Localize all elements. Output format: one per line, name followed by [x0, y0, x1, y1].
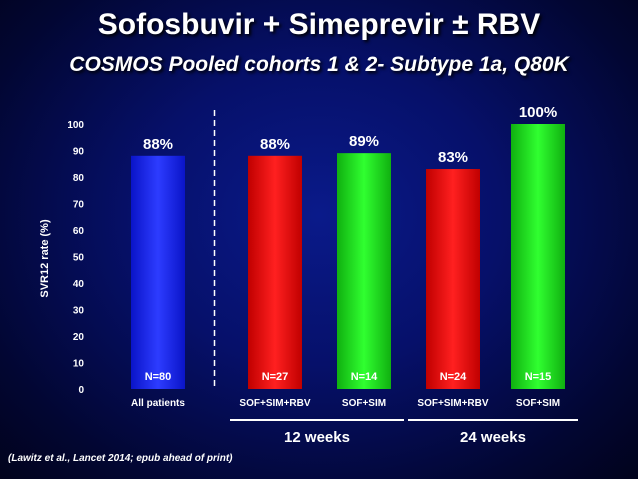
value-label: 88% — [143, 136, 173, 153]
y-tick-label: 60 — [73, 226, 85, 237]
x-tick-label: SOF+SIM+RBV — [239, 398, 310, 409]
bar — [337, 153, 391, 389]
y-tick-label: 40 — [73, 279, 85, 290]
value-label: 89% — [349, 133, 379, 150]
n-label: N=80 — [145, 371, 172, 383]
chart-title: Sofosbuvir + Simeprevir ± RBV — [97, 8, 541, 41]
bar — [131, 155, 185, 389]
y-tick-label: 0 — [78, 385, 84, 396]
y-tick-label: 70 — [73, 200, 85, 211]
group-label: 12 weeks — [284, 429, 350, 446]
value-label: 100% — [519, 104, 557, 121]
n-label: N=14 — [351, 371, 378, 383]
y-tick-label: 100 — [67, 120, 84, 131]
x-tick-label: SOF+SIM — [342, 398, 386, 409]
y-tick-label: 30 — [73, 306, 85, 317]
n-label: N=27 — [262, 371, 289, 383]
y-tick-label: 50 — [73, 253, 85, 264]
y-tick-label: 80 — [73, 173, 85, 184]
value-label: 88% — [260, 136, 290, 153]
x-tick-label: SOF+SIM+RBV — [417, 398, 488, 409]
value-label: 83% — [438, 149, 468, 166]
chart-subtitle: COSMOS Pooled cohorts 1 & 2- Subtype 1a,… — [69, 53, 569, 76]
group-label: 24 weeks — [460, 429, 526, 446]
bar — [248, 155, 302, 389]
bar — [511, 124, 565, 389]
y-tick-label: 90 — [73, 147, 85, 158]
bar — [426, 169, 480, 389]
n-label: N=15 — [525, 371, 552, 383]
x-tick-label: All patients — [131, 398, 185, 409]
n-label: N=24 — [440, 371, 467, 383]
y-tick-label: 10 — [73, 359, 85, 370]
y-axis-label: SVR12 rate (%) — [39, 219, 51, 298]
y-tick-label: 20 — [73, 332, 85, 343]
x-tick-label: SOF+SIM — [516, 398, 560, 409]
citation: (Lawitz et al., Lancet 2014; epub ahead … — [8, 453, 233, 464]
